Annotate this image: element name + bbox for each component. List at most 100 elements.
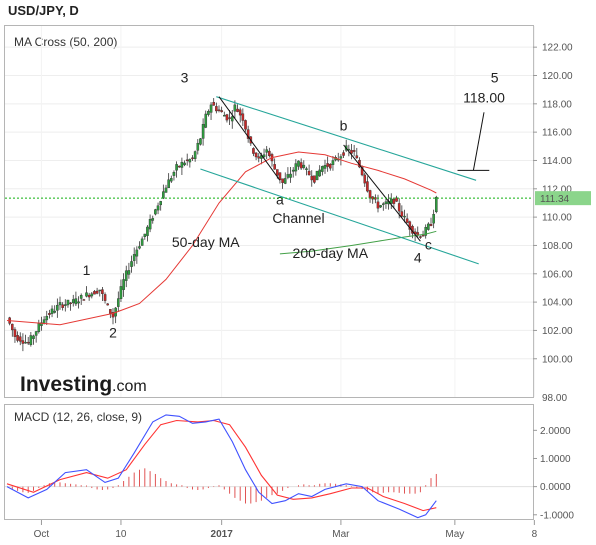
candle <box>16 331 19 343</box>
candle <box>230 109 234 129</box>
candle <box>265 146 269 160</box>
candle <box>233 100 237 119</box>
trendline <box>343 144 421 242</box>
candle <box>241 108 245 127</box>
channel-upper-line <box>216 96 477 181</box>
candle <box>252 147 255 157</box>
time-axis: Oct 10 2017 Mar May 8 <box>34 520 538 540</box>
candle-body <box>326 163 329 167</box>
ma50-line <box>6 151 437 326</box>
candle-body <box>392 198 396 204</box>
candle <box>432 209 435 229</box>
candle-body <box>384 201 388 204</box>
candle <box>236 104 239 113</box>
candle-body <box>87 294 91 298</box>
candle <box>294 159 298 176</box>
candle <box>63 299 67 312</box>
candle <box>140 236 144 246</box>
candle-body <box>209 104 213 113</box>
candle <box>130 255 133 273</box>
candle-body <box>350 150 353 154</box>
candle <box>66 299 70 308</box>
time-tick-label: 10 <box>115 529 127 540</box>
annotation-label: a <box>276 191 284 207</box>
candle-body <box>154 209 157 215</box>
candle <box>34 330 38 343</box>
candle <box>389 193 393 209</box>
candle <box>24 334 27 344</box>
candle-body <box>315 170 319 181</box>
current-price-tag: 111.34 <box>5 191 591 206</box>
candle-body <box>286 174 290 178</box>
candle <box>56 298 59 318</box>
candle <box>175 161 178 178</box>
candle <box>199 137 202 146</box>
candle-body <box>427 223 430 230</box>
annotation-label: 200-day MA <box>293 245 369 261</box>
candlesticks <box>8 98 438 352</box>
candle-body <box>294 163 298 172</box>
candle-body <box>318 169 322 177</box>
time-tick-label: 8 <box>532 529 538 540</box>
candle <box>307 164 311 176</box>
grid <box>5 26 535 488</box>
current-price-tag <box>535 191 591 206</box>
candle-body <box>71 299 75 304</box>
macd-line <box>6 414 437 519</box>
candle-body <box>302 164 306 168</box>
candle-body <box>151 218 155 221</box>
logo-wordmark: Investing <box>20 373 112 396</box>
candle <box>254 152 258 161</box>
candle-body <box>366 181 369 192</box>
candle <box>222 111 226 117</box>
annotation-label: 3 <box>181 70 189 86</box>
candle-body <box>74 298 78 305</box>
candle-body <box>421 235 425 237</box>
candle-body <box>246 129 250 139</box>
candle-body <box>48 313 51 315</box>
candle <box>95 287 99 295</box>
candle-body <box>291 169 295 172</box>
candle-body <box>323 165 327 169</box>
candle-body <box>177 165 181 168</box>
candle <box>124 265 128 288</box>
candle <box>207 109 210 117</box>
candle <box>273 158 276 170</box>
candle <box>151 215 155 224</box>
candle <box>79 293 83 305</box>
candle-body <box>368 190 372 199</box>
target-label: 118.00 <box>463 89 505 105</box>
candle-body <box>329 163 332 169</box>
candle <box>191 155 194 161</box>
candle <box>424 224 428 239</box>
candle-body <box>93 291 96 295</box>
candle-body <box>283 178 287 184</box>
candle <box>403 209 406 223</box>
candle-body <box>405 218 409 223</box>
candle-body <box>185 159 189 162</box>
candle <box>98 289 102 297</box>
candle <box>29 332 33 347</box>
candle-body <box>435 196 438 213</box>
candle <box>103 292 107 304</box>
candle-body <box>419 236 422 238</box>
candle <box>101 286 104 302</box>
candle-body <box>233 104 237 112</box>
candle-body <box>220 110 223 113</box>
candle-body <box>183 162 186 166</box>
candle <box>119 279 123 303</box>
time-tick-label: Oct <box>34 529 50 540</box>
candle <box>302 160 306 170</box>
indicator-title: MA Cross (50, 200) <box>14 35 117 49</box>
candle <box>429 217 433 227</box>
candle-body <box>429 224 433 226</box>
candle-body <box>172 172 176 176</box>
candle-body <box>69 302 72 305</box>
candle-body <box>262 154 266 158</box>
candle-body <box>169 178 173 182</box>
wave-annotations: 1 2 3 a Channel b 50-day MA 200-day MA 4c 5 118.00 <box>83 70 506 341</box>
candle-body <box>122 279 125 290</box>
candle-body <box>188 159 192 163</box>
candle <box>193 150 197 162</box>
